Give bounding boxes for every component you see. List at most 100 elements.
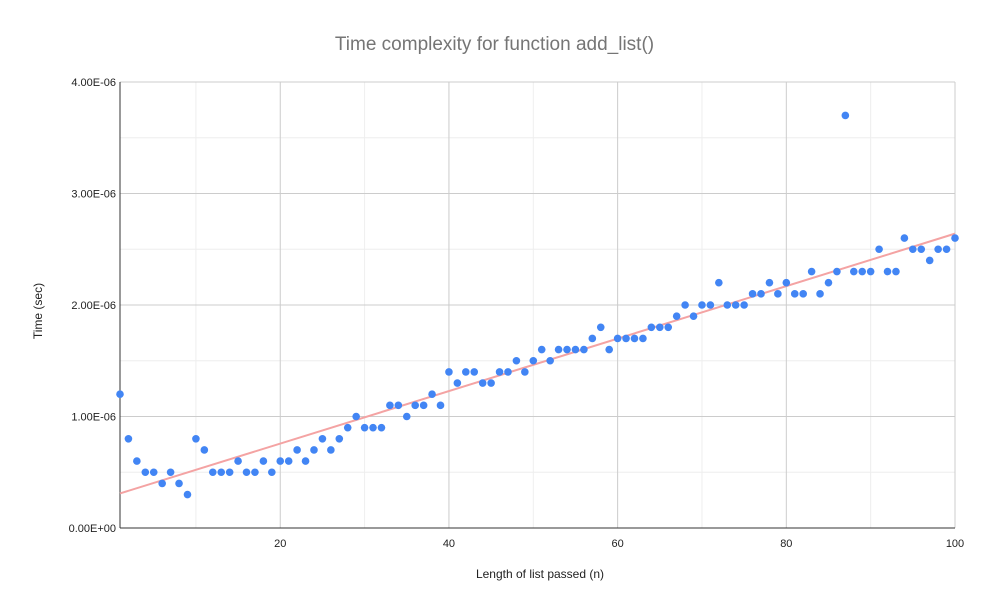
- data-point: [774, 290, 782, 298]
- data-point: [133, 457, 141, 465]
- data-point: [301, 457, 310, 465]
- data-point: [765, 278, 774, 287]
- data-point: [175, 479, 183, 488]
- data-point: [116, 390, 124, 399]
- data-point: [192, 435, 200, 443]
- data-point: [866, 267, 875, 276]
- data-point: [655, 323, 664, 332]
- data-point: [883, 267, 892, 276]
- chart-title: Time complexity for function add_list(): [335, 34, 654, 55]
- data-point: [605, 345, 613, 354]
- data-point: [917, 245, 926, 254]
- x-tick-label: 40: [443, 538, 455, 550]
- data-point: [790, 290, 799, 298]
- data-point: [124, 435, 133, 443]
- y-tick-label: 1.00E-06: [71, 412, 116, 424]
- data-point: [807, 267, 816, 276]
- data-point: [951, 234, 959, 242]
- data-point: [217, 468, 226, 477]
- data-point: [672, 312, 681, 320]
- data-point: [596, 323, 605, 332]
- x-tick-label: 100: [946, 538, 964, 550]
- x-tick-label: 20: [274, 538, 286, 550]
- data-point: [664, 323, 673, 332]
- data-point: [462, 368, 470, 376]
- data-points: [116, 111, 959, 499]
- data-point: [504, 368, 512, 376]
- y-tick-label: 3.00E-06: [71, 189, 116, 201]
- data-point: [546, 356, 554, 365]
- data-point: [310, 446, 318, 454]
- data-point: [259, 457, 268, 465]
- data-point: [149, 468, 158, 477]
- data-point: [360, 423, 369, 432]
- data-point: [900, 234, 909, 242]
- data-point: [554, 345, 563, 354]
- x-tick-label: 60: [612, 538, 624, 550]
- trendline-layer: [119, 232, 956, 495]
- data-point: [849, 267, 858, 276]
- data-point: [909, 245, 917, 254]
- y-tick-label: 0.00E+00: [69, 523, 116, 535]
- data-point: [647, 323, 656, 332]
- data-point: [242, 468, 251, 477]
- data-point: [234, 457, 242, 465]
- data-point: [782, 278, 791, 287]
- data-point: [495, 368, 504, 376]
- data-point: [816, 290, 824, 298]
- data-point: [698, 301, 706, 309]
- data-point: [158, 479, 166, 488]
- data-point: [478, 379, 487, 387]
- data-point: [588, 334, 597, 343]
- data-point: [622, 334, 630, 343]
- data-point: [925, 256, 934, 265]
- data-point: [892, 267, 900, 276]
- data-point: [689, 312, 698, 320]
- data-point: [799, 290, 807, 298]
- data-point: [386, 401, 394, 410]
- data-point: [841, 111, 850, 120]
- data-point: [630, 334, 639, 343]
- data-point: [208, 468, 217, 477]
- data-point: [757, 290, 765, 298]
- data-point: [512, 356, 521, 365]
- data-point: [318, 435, 327, 443]
- axes: [119, 82, 955, 529]
- data-point: [537, 345, 546, 354]
- data-point: [419, 401, 428, 410]
- data-point: [833, 267, 841, 276]
- y-tick-label: 4.00E-06: [71, 77, 116, 89]
- data-point: [470, 368, 479, 376]
- data-point: [681, 301, 689, 309]
- data-point: [740, 301, 748, 309]
- data-point: [521, 368, 529, 376]
- data-point: [200, 446, 209, 454]
- data-point: [377, 423, 386, 432]
- data-point: [934, 245, 942, 254]
- y-tick-label: 2.00E-06: [71, 300, 116, 312]
- data-point: [284, 457, 293, 465]
- data-point: [402, 412, 411, 421]
- data-point: [166, 468, 175, 477]
- data-point: [748, 290, 757, 298]
- data-point: [613, 334, 622, 343]
- y-axis-label: Time (sec): [31, 283, 45, 339]
- data-point: [141, 468, 150, 477]
- x-axis-label: Length of list passed (n): [476, 567, 604, 581]
- data-point: [369, 423, 377, 432]
- data-point: [251, 468, 259, 477]
- data-point: [563, 345, 571, 354]
- data-point: [352, 412, 360, 421]
- data-point: [293, 446, 301, 454]
- trendline: [119, 232, 956, 495]
- x-tick-label: 80: [780, 538, 792, 550]
- data-point: [824, 278, 833, 287]
- data-point: [529, 356, 538, 365]
- data-point: [411, 401, 420, 410]
- data-point: [453, 379, 462, 387]
- data-point: [875, 245, 883, 254]
- data-point: [858, 267, 867, 276]
